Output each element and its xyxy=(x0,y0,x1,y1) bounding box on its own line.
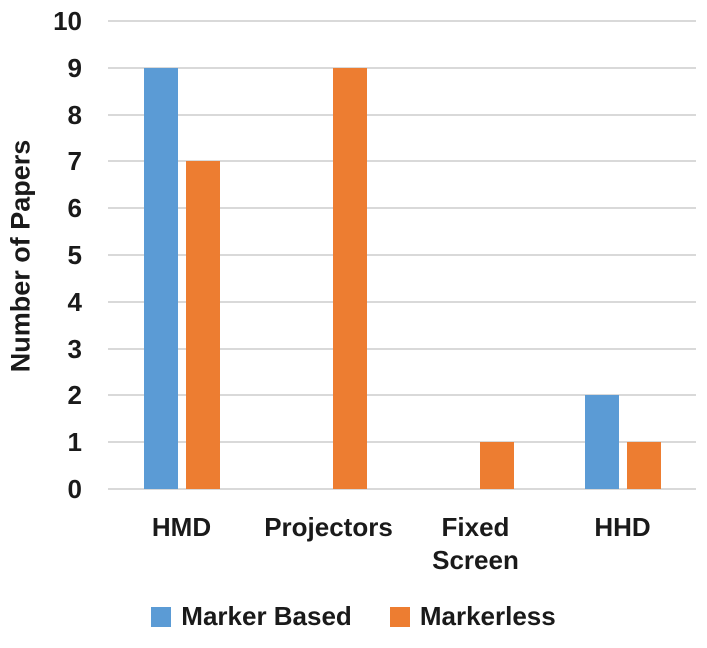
y-tick-label-10: 10 xyxy=(53,6,82,36)
legend-label: Markerless xyxy=(419,601,556,631)
legend-swatch-icon xyxy=(389,606,410,627)
bar-marker-based-hmd xyxy=(143,67,178,489)
bar-marker-based-hhd xyxy=(584,395,619,489)
gridline-y-0 xyxy=(108,488,696,490)
gridline-y-10 xyxy=(108,20,696,22)
gridline-y-7 xyxy=(108,160,696,163)
gridline-y-2 xyxy=(108,394,696,397)
x-label-hmd: HMD xyxy=(151,512,212,542)
gridline-y-3 xyxy=(108,347,696,350)
x-label-hhd: HHD xyxy=(594,512,651,542)
legend-item-marker-based: Marker Based xyxy=(151,601,352,632)
bar-markerless-hhd xyxy=(626,442,661,489)
gridline-y-1 xyxy=(108,441,696,444)
bar-markerless-fixed-screen xyxy=(479,442,514,489)
y-tick-label-2: 2 xyxy=(67,380,82,411)
bar-markerless-projectors xyxy=(332,67,367,489)
y-tick-label-0: 0 xyxy=(67,474,82,504)
x-label-projectors: Projectors xyxy=(264,512,393,542)
y-tick-label-4: 4 xyxy=(67,286,82,317)
legend: Marker Based Markerless xyxy=(0,601,707,632)
gridline-y-8 xyxy=(108,113,696,116)
y-tick-label-8: 8 xyxy=(67,99,82,130)
legend-item-markerless: Markerless xyxy=(389,601,556,632)
y-tick-label-9: 9 xyxy=(67,52,82,83)
gridline-y-6 xyxy=(108,207,696,210)
y-tick-label-7: 7 xyxy=(67,146,82,177)
y-tick-label-6: 6 xyxy=(67,193,82,224)
gridline-y-4 xyxy=(108,300,696,303)
gridline-y-5 xyxy=(108,254,696,256)
gridline-y-9 xyxy=(108,66,696,69)
legend-label: Marker Based xyxy=(181,601,352,631)
y-tick-label-5: 5 xyxy=(67,240,82,270)
legend-swatch-icon xyxy=(151,606,172,627)
bar-markerless-hmd xyxy=(185,161,220,489)
y-tick-label-1: 1 xyxy=(67,427,82,458)
x-label-fixed-screen: Fixed Screen xyxy=(432,512,519,575)
y-tick-label-3: 3 xyxy=(67,333,82,364)
plot-area xyxy=(108,20,696,490)
